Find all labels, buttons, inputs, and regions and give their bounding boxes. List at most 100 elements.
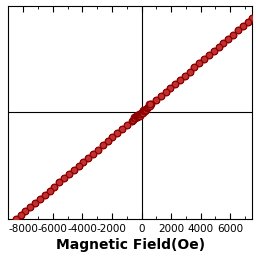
Point — [197, 61, 201, 65]
Point — [91, 152, 95, 156]
Point — [125, 123, 129, 127]
Point — [81, 160, 85, 164]
Point — [216, 45, 221, 49]
Point — [52, 184, 57, 189]
Point — [110, 135, 115, 139]
Point — [221, 41, 225, 45]
Point — [132, 115, 136, 119]
Point — [131, 117, 135, 122]
Point — [14, 217, 18, 221]
Point — [145, 106, 149, 110]
Point — [241, 24, 245, 28]
Point — [250, 16, 254, 20]
Point — [86, 156, 90, 160]
Point — [47, 189, 52, 193]
Point — [86, 156, 90, 160]
Point — [43, 193, 47, 197]
Point — [67, 172, 71, 176]
Point — [148, 104, 152, 109]
Point — [168, 86, 172, 90]
Point — [67, 172, 71, 176]
Point — [135, 115, 139, 119]
Point — [72, 168, 76, 172]
Point — [143, 109, 147, 113]
Point — [183, 74, 187, 78]
Point — [28, 205, 32, 209]
Point — [120, 127, 124, 131]
Point — [188, 69, 192, 74]
Point — [159, 94, 163, 98]
Point — [144, 107, 148, 111]
Point — [135, 114, 139, 118]
Point — [57, 180, 61, 184]
Point — [134, 114, 138, 118]
Point — [202, 57, 206, 61]
Point — [23, 209, 28, 213]
Point — [226, 37, 230, 41]
Point — [173, 82, 177, 86]
Point — [147, 104, 151, 108]
Point — [47, 189, 52, 193]
Point — [137, 114, 141, 118]
Point — [91, 152, 95, 156]
Point — [173, 82, 177, 86]
Point — [236, 28, 240, 33]
Point — [136, 114, 140, 118]
Point — [207, 53, 211, 57]
Point — [144, 107, 148, 111]
Point — [202, 57, 206, 61]
Point — [138, 112, 142, 116]
Point — [96, 148, 100, 152]
Point — [183, 74, 187, 78]
Point — [120, 127, 124, 131]
Point — [33, 201, 37, 205]
Point — [144, 108, 148, 112]
Point — [142, 108, 146, 112]
Point — [146, 105, 150, 109]
Point — [62, 176, 66, 180]
Point — [139, 112, 143, 116]
Point — [38, 197, 42, 201]
Point — [96, 148, 100, 152]
Point — [33, 201, 37, 205]
Point — [139, 110, 143, 114]
Point — [28, 205, 32, 209]
Point — [163, 90, 167, 94]
Point — [115, 131, 119, 135]
Point — [141, 108, 145, 112]
Point — [19, 213, 23, 217]
Point — [115, 131, 119, 135]
Point — [226, 37, 230, 41]
Point — [154, 98, 158, 102]
Point — [241, 24, 245, 28]
Point — [246, 20, 250, 24]
Point — [110, 135, 115, 139]
Point — [137, 112, 141, 117]
Point — [130, 119, 134, 123]
Point — [178, 78, 182, 82]
Point — [139, 110, 143, 115]
X-axis label: Magnetic Field(Oe): Magnetic Field(Oe) — [56, 238, 205, 252]
Point — [141, 111, 145, 115]
Point — [52, 184, 57, 189]
Point — [197, 61, 201, 65]
Point — [147, 102, 151, 107]
Point — [133, 116, 137, 120]
Point — [19, 213, 23, 217]
Point — [216, 45, 221, 49]
Point — [139, 110, 143, 115]
Point — [134, 114, 138, 118]
Point — [142, 109, 146, 113]
Point — [144, 107, 148, 111]
Point — [23, 209, 28, 213]
Point — [134, 115, 139, 119]
Point — [101, 143, 105, 148]
Point — [212, 49, 216, 53]
Point — [149, 102, 153, 107]
Point — [72, 168, 76, 172]
Point — [101, 143, 105, 148]
Point — [57, 180, 61, 184]
Point — [134, 115, 139, 119]
Point — [81, 160, 85, 164]
Point — [77, 164, 81, 168]
